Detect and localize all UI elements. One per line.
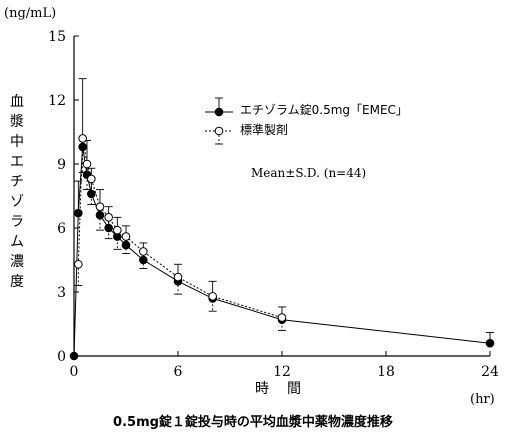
data-point-test xyxy=(139,255,148,265)
data-point-reference xyxy=(173,272,183,282)
y-axis-label: 血漿中エチゾラム濃度 xyxy=(8,92,26,292)
y-axis-label-char: エ xyxy=(10,154,24,170)
data-point-test xyxy=(69,351,79,361)
y-axis-label-char: ム xyxy=(10,234,24,250)
y-axis-label-char: 度 xyxy=(10,274,24,290)
x-tick-label: 24 xyxy=(481,364,499,380)
data-point-reference xyxy=(113,225,122,235)
data-point-reference xyxy=(139,247,148,256)
data-point-test xyxy=(78,142,87,152)
x-tick-label: 12 xyxy=(273,364,291,380)
data-point-reference xyxy=(82,159,92,169)
legend-label-reference: 標準製剤 xyxy=(240,123,289,137)
x-unit-label: (hr) xyxy=(470,392,495,407)
data-point-test xyxy=(95,210,105,220)
data-point-reference xyxy=(74,259,83,269)
data-point-reference xyxy=(208,291,217,301)
y-tick-label: 15 xyxy=(48,29,66,45)
y-tick-label: 3 xyxy=(57,285,66,301)
y-axis-label-char: チ xyxy=(10,174,24,190)
data-point-reference xyxy=(277,313,287,322)
y-axis-label-char: 中 xyxy=(10,134,24,150)
y-axis-label-char: 濃 xyxy=(10,254,24,270)
series-line-reference xyxy=(77,138,283,319)
legend-marker-reference xyxy=(214,126,224,136)
data-point-reference xyxy=(95,202,105,211)
legend-label-test: エチゾラム錠0.5mg「EMEC」 xyxy=(240,103,408,117)
data-point-test xyxy=(104,223,113,233)
series-line-test xyxy=(73,146,491,357)
y-axis-label-char: 血 xyxy=(10,94,24,110)
y-tick-label: 9 xyxy=(57,157,66,173)
y-unit-label: (ng/mL) xyxy=(4,6,57,21)
data-point-test xyxy=(485,338,495,348)
x-axis-label: 時間 xyxy=(255,381,319,397)
x-tick-label: 6 xyxy=(174,364,183,380)
y-axis-label-char: 漿 xyxy=(10,114,24,130)
data-point-test xyxy=(74,208,83,218)
data-point-reference xyxy=(121,232,131,241)
y-axis-label-char: ゾ xyxy=(10,194,24,210)
legend-marker-test xyxy=(214,107,224,117)
data-point-reference xyxy=(87,174,96,184)
y-tick-label: 6 xyxy=(57,221,66,237)
x-tick-label: 18 xyxy=(377,364,395,380)
data-point-test xyxy=(87,189,96,199)
data-point-test xyxy=(121,240,131,250)
data-point-reference xyxy=(78,134,87,143)
data-point-reference xyxy=(104,213,113,222)
y-axis-label-char: ラ xyxy=(10,214,24,230)
chart-title: 0.5mg錠１錠投与時の平均血漿中薬物濃度推移 xyxy=(113,415,393,430)
x-tick-label: 0 xyxy=(70,364,79,380)
y-tick-label: 0 xyxy=(57,349,66,365)
statistics-annotation: Mean±S.D. (n=44) xyxy=(251,166,367,180)
y-tick-label: 12 xyxy=(48,93,66,109)
